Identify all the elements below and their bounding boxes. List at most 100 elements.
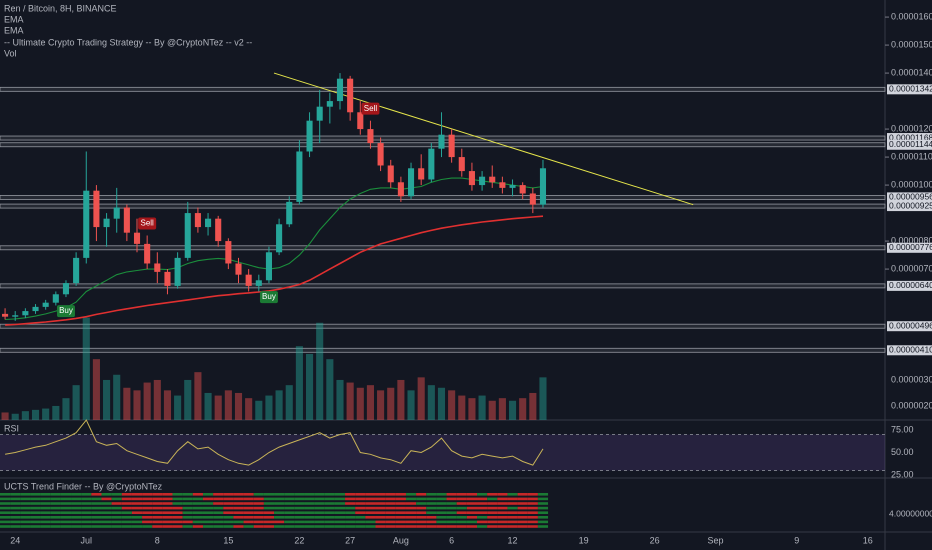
trend-stripe	[365, 520, 376, 524]
trend-stripe	[192, 516, 203, 519]
trend-stripe	[365, 506, 376, 510]
trend-stripe	[487, 502, 498, 505]
trend-stripe	[456, 506, 467, 510]
trend-stripe	[182, 493, 193, 496]
volume-bar	[478, 395, 486, 420]
trend-stripe	[324, 497, 335, 501]
signal-box	[56, 305, 75, 318]
trend-stripe	[91, 511, 102, 514]
level-label-box	[887, 321, 932, 332]
trend-stripe	[324, 525, 335, 528]
trend-stripe	[314, 525, 325, 528]
signal-label: Buy	[59, 306, 73, 315]
trend-stripe	[517, 493, 528, 496]
trend-stripe	[91, 525, 102, 528]
trend-stripe	[131, 497, 143, 501]
volume-bar	[163, 390, 172, 420]
trend-stripe	[202, 506, 214, 510]
trend-stripe	[172, 511, 183, 514]
trend-stripe	[50, 497, 61, 501]
volume-bar	[285, 385, 293, 420]
trend-stripe	[182, 502, 193, 505]
x-tick-label: 22	[294, 535, 304, 545]
candle-body	[296, 151, 303, 202]
trend-stripe	[395, 493, 406, 496]
trend-stripe	[202, 520, 214, 524]
trend-stripe	[456, 497, 467, 501]
rsi-band	[0, 434, 885, 471]
trend-stripe	[30, 525, 41, 528]
trend-stripe	[142, 493, 153, 496]
trend-stripe	[253, 525, 264, 528]
legend-entry: EMA	[4, 25, 24, 35]
trend-stripe	[284, 493, 295, 496]
trend-stripe	[537, 525, 549, 528]
ema-line	[5, 215, 544, 326]
trend-stripe	[30, 516, 41, 519]
trend-stripe	[416, 511, 427, 514]
trend-stripe	[456, 525, 467, 528]
trend-stripe	[101, 506, 112, 510]
trend-stripe	[517, 511, 528, 514]
level-band	[0, 194, 886, 200]
level-label-box	[887, 242, 932, 253]
candle-body	[245, 274, 252, 286]
trend-stripe	[10, 520, 21, 524]
candle-body	[103, 218, 110, 228]
trend-stripe	[507, 525, 518, 528]
trend-stripe	[324, 520, 335, 524]
trend-stripe	[527, 502, 538, 505]
rsi-line	[5, 419, 544, 466]
trend-stripe	[121, 493, 132, 496]
trend-stripe	[172, 493, 183, 496]
trend-stripe	[40, 511, 51, 514]
trend-stripe	[223, 502, 234, 505]
trend-stripe	[223, 497, 234, 501]
trend-stripe	[537, 502, 549, 505]
volume-bar	[295, 346, 303, 420]
trend-stripe	[385, 497, 396, 501]
trend-stripe	[284, 506, 295, 510]
trend-stripe	[426, 516, 437, 519]
trend-stripe	[50, 502, 61, 505]
trend-stripe	[416, 525, 427, 528]
trend-stripe	[20, 525, 31, 528]
trend-stripe	[213, 516, 224, 519]
trend-stripe	[507, 516, 518, 519]
trend-stripe	[0, 525, 11, 528]
trend-stripe	[10, 502, 21, 505]
trend-stripe	[253, 502, 264, 505]
trend-stripe	[395, 520, 406, 524]
trend-stripe	[507, 506, 518, 510]
trend-stripe	[182, 497, 193, 501]
candle-body	[154, 263, 161, 272]
volume-bar	[194, 372, 202, 420]
trend-stripe	[284, 516, 295, 519]
trend-stripe	[334, 493, 346, 496]
trend-stripe	[304, 516, 315, 519]
trend-stripe	[304, 511, 315, 514]
trend-stripe	[20, 516, 31, 519]
volume-bar	[1, 412, 9, 420]
trend-stripe	[274, 511, 285, 514]
trend-stripe	[477, 493, 488, 496]
trend-stripe	[395, 502, 406, 505]
candle-body	[306, 120, 313, 152]
signal-box	[259, 291, 278, 304]
trend-stripe	[0, 511, 11, 514]
legend-entry: Vol	[4, 48, 17, 58]
trend-stripe	[253, 516, 264, 519]
x-tick-label: Sep	[708, 535, 724, 545]
trend-stripe	[436, 525, 447, 528]
trend-stripe	[111, 516, 122, 519]
ucts-tick-label: 4.00000000	[889, 508, 932, 518]
trend-stripe	[517, 506, 528, 510]
trend-stripe	[487, 511, 498, 514]
level-band	[0, 86, 886, 92]
volume-bar	[245, 398, 253, 420]
trend-stripe	[405, 511, 417, 514]
trend-stripe	[60, 511, 72, 514]
rsi-tick-label: 75.00	[891, 424, 914, 434]
pane-title: UCTS Trend Finder -- By @CryptoNTez	[4, 481, 163, 491]
